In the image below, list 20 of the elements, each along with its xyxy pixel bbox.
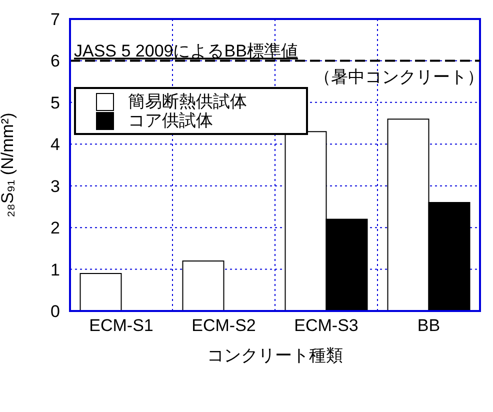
y-tick-label: 3 — [50, 176, 60, 196]
bar — [182, 260, 224, 311]
y-tick-label: 2 — [50, 218, 60, 238]
x-tick-label: ECM-S1 — [89, 316, 154, 336]
y-axis-title: ₂₈S₉₁ (N/mm²) — [0, 112, 18, 218]
legend-label: コア供試体 — [128, 111, 213, 130]
y-tick-label: 0 — [50, 302, 60, 322]
x-tick-label: BB — [417, 316, 440, 336]
y-tick-label: 6 — [50, 52, 60, 71]
legend-label: 簡易断熱供試体 — [128, 92, 247, 111]
ref-line-label: JASS 5 2009によるBB標準値 — [74, 42, 298, 61]
x-tick-label: ECM-S2 — [192, 316, 256, 336]
y-tick-label: 5 — [50, 93, 60, 112]
y-tick-label: 7 — [50, 10, 60, 30]
x-tick-label: ECM-S3 — [294, 316, 358, 336]
bar — [80, 272, 122, 311]
y-tick-label: 1 — [50, 260, 60, 280]
x-axis-title: コンクリート種類 — [207, 346, 343, 365]
annotation: （暑中コンクリート） — [314, 68, 484, 87]
y-tick-label: 4 — [50, 135, 60, 154]
